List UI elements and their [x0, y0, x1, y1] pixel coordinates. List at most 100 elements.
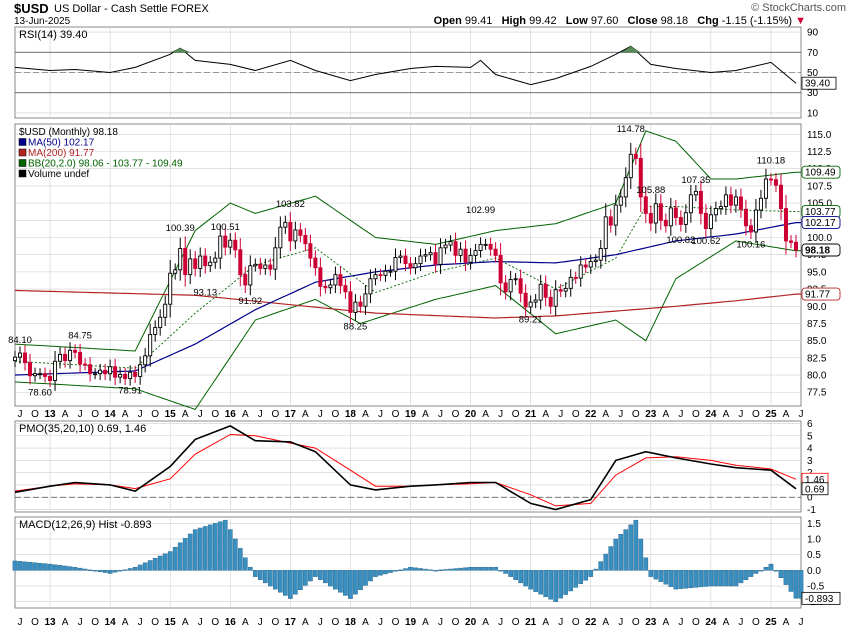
macd-hist-bar [368, 570, 373, 582]
brand-link[interactable]: © StockCharts.com [751, 2, 846, 14]
x-year-label: 20 [465, 409, 477, 420]
macd-hist-bar [688, 570, 694, 589]
macd-hist-bar [72, 567, 78, 571]
candle-body [668, 207, 673, 227]
candle-body [288, 221, 293, 242]
macd-hist-bar [147, 560, 153, 571]
price-y-tick-label: 80.0 [807, 371, 827, 382]
price-annotation: 93.13 [193, 288, 217, 299]
rsi-line [14, 45, 797, 86]
candle-body [398, 255, 403, 258]
macd-hist-bar [257, 570, 263, 580]
macd-hist-bar [408, 567, 413, 571]
candle-body [338, 274, 343, 287]
macd-hist-bar [568, 570, 574, 592]
x-month-label: A [542, 409, 549, 420]
x-month-label: O [392, 617, 400, 628]
macd-hist-bar [232, 538, 238, 571]
candle-body [578, 264, 583, 279]
pmo-value-label: 0.69 [805, 484, 825, 495]
candle-body [513, 278, 518, 281]
candle-body [683, 212, 688, 225]
price-annotation: 78.91 [118, 386, 142, 397]
price-legend-swatch [18, 138, 27, 146]
ma200-line [14, 289, 801, 319]
macd-hist-bar [182, 538, 188, 571]
x-month-label: J [498, 409, 503, 420]
price-annotation: 110.18 [757, 155, 785, 166]
candle-body [253, 263, 258, 267]
candle-body [268, 264, 273, 270]
macd-hist-bar [67, 566, 73, 571]
macd-hist-bar [142, 562, 148, 571]
macd-hist-bar [102, 570, 108, 573]
candle-body [348, 291, 353, 313]
x-month-label: J [558, 409, 563, 420]
macd-hist-bar [648, 570, 654, 577]
candle-body [153, 327, 158, 335]
x-month-label: J [378, 409, 383, 420]
low-label: Low [565, 15, 588, 27]
macd-hist-bar [27, 562, 33, 571]
candle-body [248, 265, 253, 286]
pmo-y-tick-label: -1 [807, 505, 816, 516]
x-year-label: 23 [645, 617, 657, 628]
candle-body [453, 241, 458, 256]
macd-hist-bar [57, 565, 63, 571]
macd-hist-bar [758, 570, 764, 572]
macd-hist-bar [383, 570, 388, 575]
rsi-legend: RSI(14) 39.40 [19, 29, 87, 41]
chg-value: -1.15 (-1.15%) [721, 15, 793, 27]
candle-body [598, 248, 603, 261]
candle-body [423, 254, 428, 257]
x-year-label: 17 [285, 409, 297, 420]
candle-body [133, 371, 138, 377]
macd-hist-bar [438, 569, 443, 571]
price-annotation: 89.21 [519, 315, 543, 326]
x-month-label: O [572, 617, 580, 628]
x-year-label: 17 [285, 617, 297, 628]
x-month-label: J [799, 617, 804, 628]
candle-body [173, 269, 178, 274]
x-year-label: 20 [465, 617, 477, 628]
candle-body [298, 229, 303, 236]
macd-hist-bar [187, 533, 193, 571]
candle-body [388, 270, 393, 273]
candle-body [188, 258, 193, 276]
chart-date: 13-Jun-2025 [14, 16, 71, 27]
open-label: Open [433, 15, 462, 27]
macd-hist-bar [418, 568, 423, 571]
x-year-label: 16 [225, 409, 237, 420]
candle-body [738, 196, 743, 210]
x-month-label: A [723, 409, 730, 420]
candle-body [108, 366, 113, 375]
macd-hist-bar [493, 567, 498, 571]
candle-body [58, 353, 63, 362]
x-month-label: J [738, 617, 743, 628]
pmo-signal-line [14, 433, 797, 507]
candle-body [23, 352, 28, 364]
macd-legend: MACD(12,26,9) Hist -0.893 [19, 519, 152, 531]
x-month-label: A [62, 617, 69, 628]
macd-hist-bar [718, 570, 724, 587]
candle-body [448, 241, 453, 246]
x-month-label: O [271, 409, 279, 420]
price-y-tick-label: 107.5 [807, 181, 832, 192]
candle-body [553, 289, 558, 307]
x-month-label: A [662, 617, 669, 628]
x-month-label: A [602, 617, 609, 628]
macd-hist-bar [423, 568, 428, 571]
candle-body [383, 270, 388, 276]
x-month-label: A [302, 409, 309, 420]
x-month-label: J [678, 617, 683, 628]
candle-body [98, 369, 103, 375]
candle-body [138, 364, 143, 377]
macd-hist-bar [413, 567, 418, 571]
macd-hist-bar [212, 523, 218, 571]
macd-hist-bar [668, 570, 674, 587]
macd-hist-bar [563, 570, 569, 595]
x-month-label: A [62, 409, 69, 420]
price-legend-swatch [18, 159, 27, 167]
price-annotation: 100.39 [166, 223, 195, 234]
